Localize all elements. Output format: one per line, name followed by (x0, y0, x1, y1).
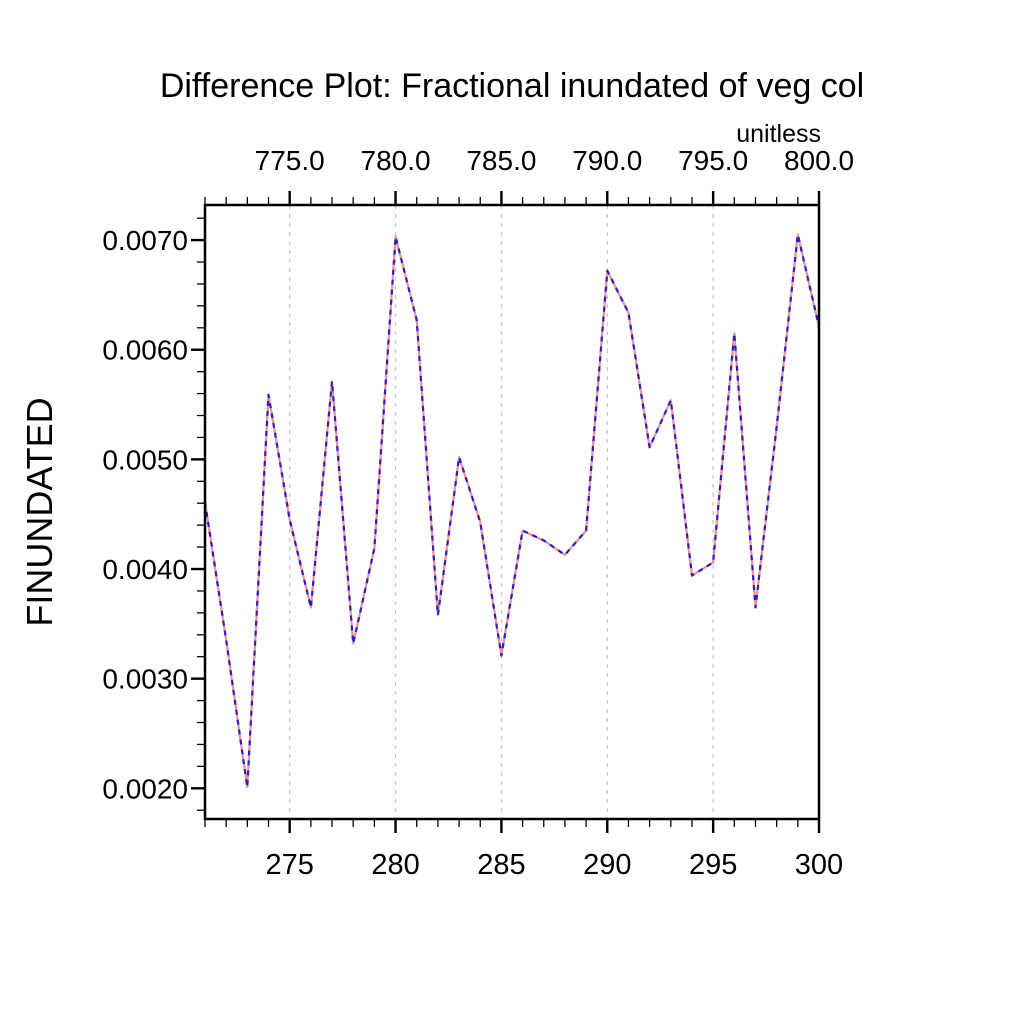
top-axis-tick-label: 780.0 (361, 145, 431, 176)
y-axis-tick-label: 0.0050 (102, 444, 188, 475)
tick-labels: 275 280 285 290 295 300 775.0 780.0 785.0 790.0 79… (102, 145, 854, 881)
x-axis-tick-label: 295 (689, 849, 737, 881)
top-axis-tick-label: 800.0 (784, 145, 854, 176)
x-axis-tick-label: 280 (371, 849, 419, 881)
top-axis-tick-label: 775.0 (255, 145, 325, 176)
x-axis-tick-label: 285 (477, 849, 525, 881)
x-axis-tick-label: 290 (583, 849, 631, 881)
x-axis-tick-label: 300 (795, 849, 843, 881)
line-dashed (203, 233, 821, 789)
line-solid (203, 233, 821, 789)
gridlines (289, 205, 714, 819)
chart-title: Difference Plot: Fractional inundated of… (160, 67, 864, 105)
y-axis-tick-label: 0.0070 (102, 225, 188, 256)
units-label: unitless (736, 120, 821, 148)
plot-border (203, 203, 821, 821)
top-axis-tick-label: 790.0 (572, 145, 642, 176)
axes (191, 191, 821, 833)
y-axis-tick-label: 0.0060 (102, 335, 188, 366)
data-series (203, 233, 821, 789)
y-axis-tick-label: 0.0030 (102, 664, 188, 695)
top-axis-tick-label: 785.0 (466, 145, 536, 176)
y-axis-tick-label: 0.0020 (102, 773, 188, 804)
top-axis-tick-label: 795.0 (678, 145, 748, 176)
x-axis-tick-label: 275 (265, 849, 313, 881)
y-axis-title: FINUNDATED (19, 397, 60, 626)
y-axis-tick-label: 0.0040 (102, 554, 188, 585)
